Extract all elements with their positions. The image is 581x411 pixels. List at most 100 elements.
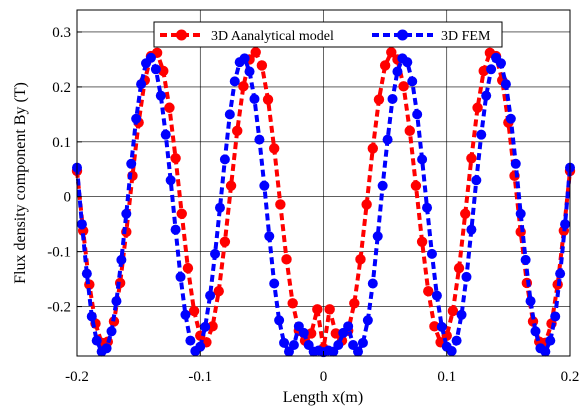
data-point: [145, 52, 156, 63]
data-point: [160, 129, 171, 140]
data-point: [176, 208, 187, 219]
data-point: [456, 309, 467, 320]
data-point: [225, 180, 237, 191]
data-point: [287, 298, 298, 309]
data-point: [170, 153, 181, 164]
data-point: [182, 262, 194, 274]
data-point: [150, 64, 161, 75]
data-point: [472, 102, 483, 113]
data-point: [500, 79, 511, 90]
data-point: [461, 271, 472, 282]
data-point: [416, 236, 428, 247]
data-point: [471, 175, 482, 186]
data-point: [269, 278, 280, 289]
data-point: [398, 81, 409, 92]
data-point: [274, 315, 285, 326]
data-point: [180, 309, 191, 320]
data-point: [175, 271, 186, 282]
data-point: [165, 175, 176, 186]
data-point: [550, 311, 561, 322]
data-point: [451, 335, 462, 346]
data-point: [412, 109, 423, 120]
data-point: [429, 321, 440, 332]
data-point: [367, 143, 378, 154]
legend-label-fem: 3D FEM: [441, 29, 491, 44]
data-point: [269, 143, 280, 154]
y-tick-label: -0.1: [47, 245, 71, 261]
data-point: [353, 346, 364, 357]
data-point: [361, 199, 372, 210]
axis-ticks: -0.2 -0.1 0 0.1 0.2 -0.2 -0.1 0 0.1 0.2 0.3: [47, 25, 579, 385]
data-point: [453, 262, 465, 274]
y-tick-label: 0.2: [52, 80, 71, 96]
y-tick-label: -0.2: [47, 300, 71, 316]
data-point: [275, 199, 286, 210]
data-point: [324, 304, 335, 315]
data-point: [185, 335, 196, 346]
data-point: [210, 248, 221, 259]
legend-label-analytical: 3D Aanalytical model: [211, 29, 334, 44]
data-point: [224, 109, 235, 120]
data-point: [116, 254, 127, 265]
data-point: [422, 202, 433, 213]
data-point: [170, 224, 181, 235]
x-tick-label: 0.1: [437, 369, 456, 385]
data-point: [373, 94, 385, 105]
data-point: [264, 231, 275, 242]
data-point: [213, 285, 224, 297]
data-point: [262, 94, 274, 105]
data-point: [525, 296, 536, 307]
y-tick-label: 0.1: [52, 135, 71, 151]
data-point: [250, 47, 261, 58]
data-point: [259, 180, 270, 191]
data-point: [387, 93, 398, 104]
data-point: [312, 304, 323, 315]
data-point: [76, 219, 87, 230]
data-point: [417, 154, 428, 165]
data-point: [214, 202, 225, 213]
data-point: [540, 346, 551, 357]
data-point: [164, 102, 175, 113]
data-point: [460, 208, 471, 219]
data-point: [349, 298, 360, 309]
data-point: [288, 340, 299, 351]
y-axis-label: Flux density component By (T): [12, 82, 29, 284]
data-point: [530, 326, 541, 337]
data-point: [256, 60, 268, 71]
data-point: [254, 134, 265, 145]
data-point: [298, 327, 309, 338]
data-point: [446, 346, 457, 357]
data-point: [305, 328, 317, 339]
data-point: [379, 60, 391, 71]
data-point: [392, 66, 403, 77]
data-point: [447, 305, 459, 317]
data-point: [382, 134, 393, 145]
data-point: [560, 219, 571, 230]
data-point: [101, 343, 112, 354]
data-point: [281, 254, 292, 265]
plot-series: [71, 47, 576, 358]
data-point: [431, 290, 442, 301]
data-point: [244, 66, 255, 77]
data-point: [219, 154, 230, 165]
series-fem: [72, 52, 575, 358]
data-point: [423, 285, 434, 297]
data-point: [476, 129, 487, 140]
data-point: [279, 337, 290, 348]
x-tick-label: -0.2: [65, 369, 89, 385]
legend-marker: [397, 29, 408, 41]
data-point: [515, 208, 526, 219]
data-point: [355, 254, 366, 265]
data-point: [121, 208, 132, 219]
x-tick-label: 0: [320, 369, 328, 385]
data-point: [195, 341, 206, 352]
data-point: [495, 58, 506, 69]
data-point: [481, 90, 492, 101]
data-point: [136, 79, 147, 90]
x-tick-label: -0.1: [188, 369, 212, 385]
data-point: [404, 125, 415, 137]
data-point: [205, 290, 216, 301]
data-point: [106, 326, 117, 337]
data-point: [466, 224, 477, 235]
y-tick-label: 0.3: [52, 25, 71, 41]
